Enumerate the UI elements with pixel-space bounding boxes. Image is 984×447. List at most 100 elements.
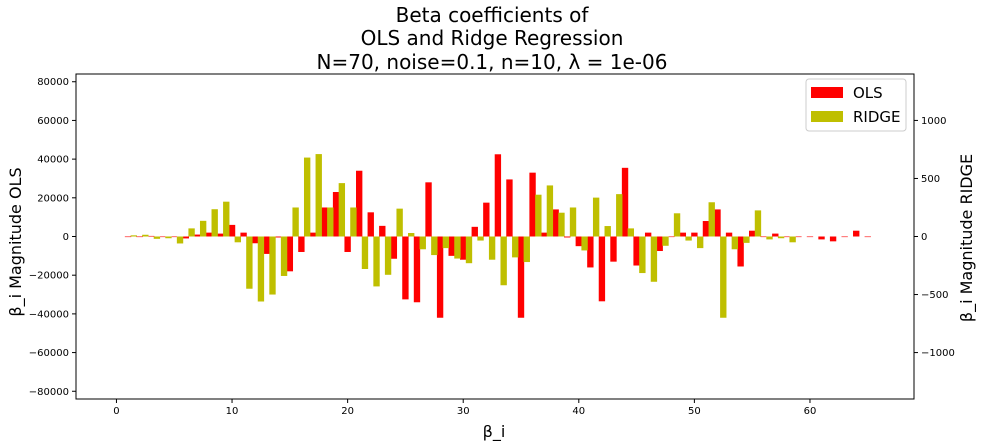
- title-line-2: OLS and Ridge Regression: [361, 26, 624, 50]
- ols-bar-3: [159, 236, 166, 238]
- ols-bar-48: [679, 232, 687, 237]
- title-line-3: N=70, noise=0.1, n=10, λ = 1e-06: [317, 50, 668, 74]
- ols-bar-17: [321, 207, 328, 237]
- ridge-bar-55: [766, 236, 773, 240]
- ols-bar-41: [598, 236, 606, 302]
- ols-bar-62: [841, 236, 848, 238]
- y-left-tick-label-80000: 80000: [37, 77, 69, 88]
- ridge-bar-53: [743, 236, 750, 243]
- ols-bar-61: [829, 236, 837, 242]
- ols-bar-42: [610, 236, 617, 262]
- ridge-bar-18: [338, 183, 346, 237]
- ols-bar-40: [587, 236, 594, 268]
- ridge-bar-0: [130, 235, 137, 237]
- ols-bar-33: [506, 179, 513, 237]
- ols-bar-44: [633, 236, 640, 266]
- y-left-tick-label--20000: −20000: [29, 271, 69, 282]
- ols-bar-27: [436, 236, 444, 318]
- ols-bar-25: [413, 236, 421, 303]
- ols-bar-18: [332, 192, 340, 237]
- ridge-bar-13: [280, 236, 288, 276]
- ridge-bar-21: [373, 236, 380, 287]
- y-left-tick-label-20000: 20000: [37, 193, 69, 204]
- ols-bar-63: [853, 230, 860, 237]
- ridge-bar-1: [142, 234, 149, 237]
- ols-bar-30: [471, 226, 478, 237]
- x-tick-label-0: 0: [113, 406, 119, 417]
- ols-bar-21: [367, 212, 374, 237]
- ridge-bar-32: [500, 236, 507, 286]
- x-axis-title: β_i: [483, 422, 506, 442]
- ols-bar-56: [772, 233, 779, 237]
- legend-label-ridge: RIDGE: [853, 108, 901, 126]
- ols-bar-8: [217, 233, 224, 237]
- ridge-bar-6: [199, 220, 207, 237]
- ols-bar-14: [286, 236, 294, 272]
- ridge-bar-10: [246, 236, 253, 289]
- ols-bar-52: [725, 232, 733, 237]
- ridge-bar-23: [396, 208, 403, 237]
- y-axis-title-right: β_i Magnitude RIDGE: [957, 154, 977, 322]
- legend: OLS RIDGE: [805, 78, 907, 132]
- ridge-bar-17: [327, 207, 334, 237]
- ridge-bar-57: [789, 236, 796, 243]
- ols-bar-16: [309, 232, 317, 237]
- ridge-bar-7: [211, 209, 218, 237]
- ridge-bar-54: [754, 210, 762, 237]
- x-tick-label-20: 20: [341, 406, 354, 417]
- ols-bar-58: [795, 236, 802, 238]
- ridge-bar-26: [431, 236, 438, 256]
- x-tick-label-40: 40: [572, 406, 585, 417]
- ols-bar-46: [656, 236, 663, 252]
- ols-bar-34: [517, 236, 525, 318]
- ols-bar-38: [564, 236, 571, 238]
- ols-bar-50: [702, 221, 710, 237]
- ridge-bar-3: [165, 236, 172, 239]
- ols-bar-20: [356, 170, 363, 237]
- ols-bar-36: [540, 232, 548, 237]
- ols-bar-45: [644, 232, 652, 237]
- ols-bar-49: [691, 232, 698, 237]
- ridge-bar-24: [408, 233, 415, 237]
- y-left-tick-label--60000: −60000: [29, 348, 69, 359]
- ridge-bar-52: [731, 236, 739, 250]
- ols-bar-15: [298, 236, 305, 252]
- x-tick-label-60: 60: [804, 406, 817, 417]
- ridge-bar-30: [477, 236, 484, 241]
- ols-bar-23: [390, 236, 398, 259]
- ridge-bar-16: [315, 154, 322, 237]
- ols-bar-55: [760, 236, 767, 238]
- ridge-bar-43: [627, 228, 634, 237]
- ols-bar-29: [460, 236, 467, 260]
- legend-swatch-ridge: [811, 111, 843, 122]
- ridge-bar-39: [581, 236, 588, 251]
- ols-bar-51: [714, 209, 721, 237]
- chart-title: Beta coefficients of OLS and Ridge Regre…: [317, 3, 668, 74]
- ols-bar-0: [124, 236, 132, 238]
- ols-bar-10: [240, 232, 247, 237]
- ridge-bar-50: [708, 202, 715, 237]
- ridge-bar-48: [685, 236, 692, 241]
- y-right-tick-label-0: 0: [921, 232, 927, 243]
- ols-bar-57: [783, 236, 791, 238]
- ridge-bar-31: [488, 236, 496, 260]
- ridge-bar-5: [188, 228, 195, 237]
- ridge-bar-51: [720, 236, 727, 318]
- ridge-bar-12: [269, 236, 276, 295]
- y-left-tick-label--80000: −80000: [29, 387, 69, 398]
- ols-bar-4: [171, 236, 178, 238]
- y-right-tick-label--1000: −1000: [921, 348, 955, 359]
- ridge-bar-44: [639, 236, 646, 274]
- ridge-bar-28: [454, 236, 461, 259]
- ols-bar-26: [425, 182, 432, 237]
- y-left-tick-label-0: 0: [63, 232, 69, 243]
- ridge-bar-36: [546, 185, 554, 237]
- ols-bar-5: [182, 236, 189, 239]
- ridge-bar-27: [442, 236, 450, 249]
- ols-bar-19: [344, 236, 351, 252]
- ridge-bar-9: [234, 236, 241, 243]
- ols-bar-60: [818, 236, 825, 240]
- x-tick-label-30: 30: [457, 406, 470, 417]
